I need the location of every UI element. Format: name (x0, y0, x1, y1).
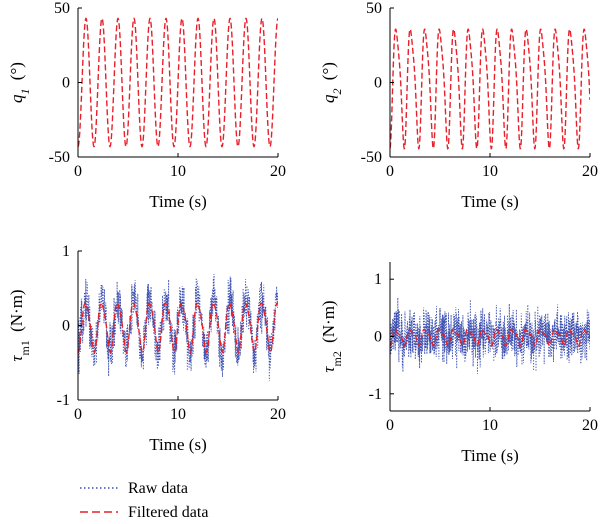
y-tick-label: -1 (369, 386, 382, 403)
y-tick-label: 0 (62, 318, 70, 335)
legend-raw-label: Raw data (128, 480, 188, 497)
y-axis-label: τm2 (N·m) (319, 300, 344, 372)
y-axis-label: q1 (°) (7, 62, 32, 103)
x-tick-label: 0 (74, 406, 82, 423)
x-axis-label: Time (s) (461, 192, 518, 211)
plot-area-q2 (390, 28, 590, 150)
series-raw-tau-m2 (390, 297, 590, 374)
y-tick-label: 50 (54, 0, 70, 17)
x-tick-label: 10 (482, 417, 498, 434)
y-tick-label: -1 (57, 392, 70, 409)
legend: Raw data Filtered data (80, 480, 208, 521)
y-tick-label: 0 (62, 75, 70, 92)
x-tick-label: 20 (270, 163, 286, 180)
x-tick-label: 20 (582, 417, 598, 434)
y-axis-label: τm1 (N·m) (7, 289, 32, 361)
x-tick-label: 10 (170, 406, 186, 423)
plot-area-tau-m1 (78, 274, 278, 382)
x-axis-label: Time (s) (149, 435, 206, 454)
x-tick-label: 10 (170, 163, 186, 180)
x-tick-label: 20 (270, 406, 286, 423)
y-tick-label: -50 (361, 149, 382, 166)
y-tick-label: 0 (374, 329, 382, 346)
y-tick-label: 50 (366, 0, 382, 17)
series-filtered-tau-m2 (390, 328, 590, 347)
x-axis-label: Time (s) (149, 192, 206, 211)
y-tick-label: -50 (49, 149, 70, 166)
legend-filtered-label: Filtered data (128, 504, 208, 521)
y-tick-label: 1 (62, 243, 70, 260)
x-tick-label: 0 (74, 163, 82, 180)
y-tick-label: 1 (374, 271, 382, 288)
series-filtered-q1 (78, 17, 278, 148)
series-filtered-tau-m1 (78, 302, 278, 353)
x-axis-label: Time (s) (461, 446, 518, 465)
y-tick-label: 0 (374, 75, 382, 92)
x-tick-label: 10 (482, 163, 498, 180)
x-tick-label: 0 (386, 163, 394, 180)
x-tick-label: 20 (582, 163, 598, 180)
series-raw-tau-m1 (78, 274, 278, 382)
plot-area-q1 (78, 17, 278, 148)
plot-area-tau-m2 (390, 297, 590, 374)
y-axis-label: q2 (°) (319, 62, 344, 103)
x-tick-label: 0 (386, 417, 394, 434)
series-filtered-q2 (390, 28, 590, 150)
